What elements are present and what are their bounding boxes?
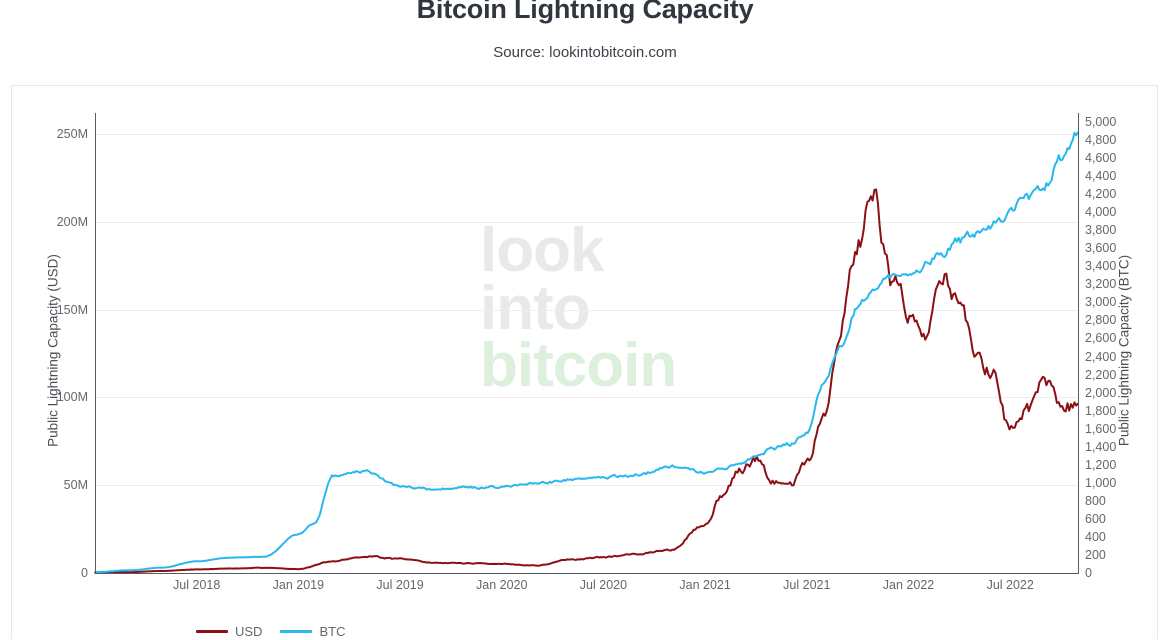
chart-card bbox=[11, 85, 1158, 639]
right-axis-tick-label: 5,000 bbox=[1085, 115, 1117, 130]
right-axis-tick-label: 2,200 bbox=[1085, 367, 1117, 382]
x-axis-tick-label: Jan 2019 bbox=[272, 578, 325, 592]
left-axis-tick-label: 0 bbox=[81, 566, 88, 580]
right-axis-tick-label: 1,800 bbox=[1085, 403, 1117, 418]
right-axis-tick-label: 3,600 bbox=[1085, 241, 1117, 256]
series-canvas bbox=[94, 131, 1079, 574]
x-axis-tick-label: Jul 2021 bbox=[783, 578, 831, 592]
gridline bbox=[95, 222, 1078, 223]
left-axis-tick-label: 50M bbox=[63, 478, 88, 493]
left-axis-tick-label: 150M bbox=[56, 302, 88, 317]
page-title: Bitcoin Lightning Capacity bbox=[416, 0, 754, 24]
plot-area bbox=[94, 113, 1079, 574]
chart-source-label: Source: lookintobitcoin.com bbox=[493, 44, 677, 61]
x-axis-line bbox=[95, 573, 1079, 574]
right-axis-tick-label: 3,800 bbox=[1085, 223, 1117, 238]
left-axis-tick-label: 200M bbox=[56, 214, 88, 229]
series-line-usd bbox=[94, 188, 1079, 574]
gridline bbox=[95, 397, 1078, 398]
left-axis-tick-label: 250M bbox=[56, 127, 88, 142]
x-axis-tick-label: Jan 2021 bbox=[679, 578, 731, 592]
left-axis-title: Public Lightning Capacity (USD) bbox=[45, 254, 61, 447]
right-axis-line bbox=[1078, 113, 1079, 573]
right-axis-tick-label: 2,400 bbox=[1085, 349, 1117, 364]
x-axis-tick-label: Jul 2019 bbox=[376, 578, 424, 592]
right-axis-tick-label: 800 bbox=[1085, 493, 1106, 508]
right-axis-tick-label: 4,400 bbox=[1085, 169, 1117, 184]
gridline bbox=[95, 485, 1078, 486]
right-axis-tick-label: 2,600 bbox=[1085, 331, 1117, 346]
legend-swatch-icon bbox=[196, 630, 228, 633]
gridline bbox=[95, 134, 1078, 135]
right-axis-tick-label: 4,800 bbox=[1085, 133, 1117, 148]
right-axis-tick-label: 3,400 bbox=[1085, 259, 1117, 274]
x-axis-tick-label: Jul 2018 bbox=[173, 578, 221, 592]
right-axis-tick-label: 600 bbox=[1085, 511, 1106, 526]
right-axis-tick-label: 3,000 bbox=[1085, 295, 1117, 310]
right-axis-tick-label: 1,200 bbox=[1085, 457, 1117, 472]
x-axis-tick-label: Jul 2020 bbox=[579, 578, 628, 592]
chart-legend: USD BTC bbox=[196, 624, 345, 639]
right-axis-tick-label: 4,600 bbox=[1085, 151, 1117, 166]
right-axis-tick-label: 1,000 bbox=[1085, 475, 1117, 490]
right-axis-tick-label: 400 bbox=[1085, 529, 1106, 544]
legend-item-btc[interactable]: BTC bbox=[280, 624, 345, 639]
right-axis-tick-label: 0 bbox=[1085, 566, 1092, 580]
legend-swatch-icon bbox=[280, 630, 313, 633]
x-axis-tick-label: Jan 2020 bbox=[476, 578, 528, 592]
right-axis-tick-label: 1,600 bbox=[1085, 421, 1117, 436]
left-axis-line bbox=[95, 113, 96, 573]
x-axis-tick-label: Jan 2022 bbox=[882, 578, 935, 592]
left-axis-tick-label: 100M bbox=[56, 390, 88, 405]
x-axis-tick-label: Jul 2022 bbox=[986, 578, 1034, 592]
right-axis-tick-label: 1,400 bbox=[1085, 439, 1117, 454]
legend-label: BTC bbox=[319, 624, 346, 639]
gridline bbox=[95, 310, 1078, 311]
legend-item-usd[interactable]: USD bbox=[196, 624, 262, 639]
left-axis-ticks: 0 50M 100M 150M 200M 250M bbox=[0, 0, 95, 640]
right-axis-tick-label: 3,200 bbox=[1085, 277, 1117, 292]
right-axis-tick-label: 200 bbox=[1085, 547, 1106, 562]
legend-label: USD bbox=[235, 624, 263, 639]
series-line-btc bbox=[94, 131, 1079, 574]
right-axis-ticks: 0 200 400 600 800 1,000 1,200 1,400 1,600 1,800 2,… bbox=[1079, 0, 1149, 640]
right-axis-tick-label: 4,200 bbox=[1085, 187, 1117, 202]
right-axis-tick-label: 2,800 bbox=[1085, 313, 1117, 328]
right-axis-title: Public Lightning Capacity (BTC) bbox=[1116, 254, 1132, 447]
right-axis-tick-label: 2,000 bbox=[1085, 385, 1117, 400]
right-axis-tick-label: 4,000 bbox=[1085, 205, 1117, 220]
